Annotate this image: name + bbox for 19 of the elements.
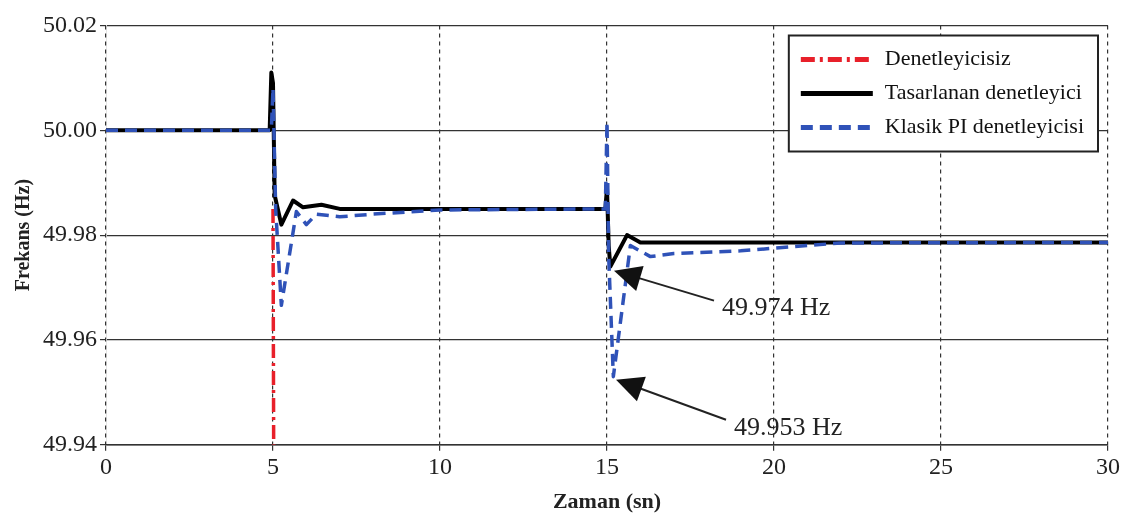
x-tick-label: 25 <box>929 453 953 480</box>
annotation: 49.974 Hz <box>722 292 831 322</box>
x-tick-label: 5 <box>267 453 279 480</box>
x-tick-label: 30 <box>1096 453 1120 480</box>
legend-label: Klasik PI denetleyicisi <box>884 113 1085 139</box>
legend-label: Denetleyicisiz <box>884 45 1011 71</box>
legend-label: Tasarlanan denetleyici <box>884 79 1082 105</box>
y-tick-label: 49.98 <box>43 220 97 247</box>
x-tick-label: 20 <box>762 453 786 480</box>
x-tick-label: 0 <box>100 453 112 480</box>
x-tick-label: 15 <box>595 453 619 480</box>
x-axis-title: Zaman (sn) <box>552 488 662 514</box>
y-tick-label: 49.94 <box>43 430 97 457</box>
annotation: 49.953 Hz <box>734 411 843 441</box>
y-tick-label: 50.00 <box>43 115 97 142</box>
y-tick-label: 50.02 <box>43 10 97 37</box>
x-tick-label: 10 <box>428 453 452 480</box>
y-tick-label: 49.96 <box>43 325 97 352</box>
y-axis-title: Frekans (Hz) <box>11 178 35 292</box>
